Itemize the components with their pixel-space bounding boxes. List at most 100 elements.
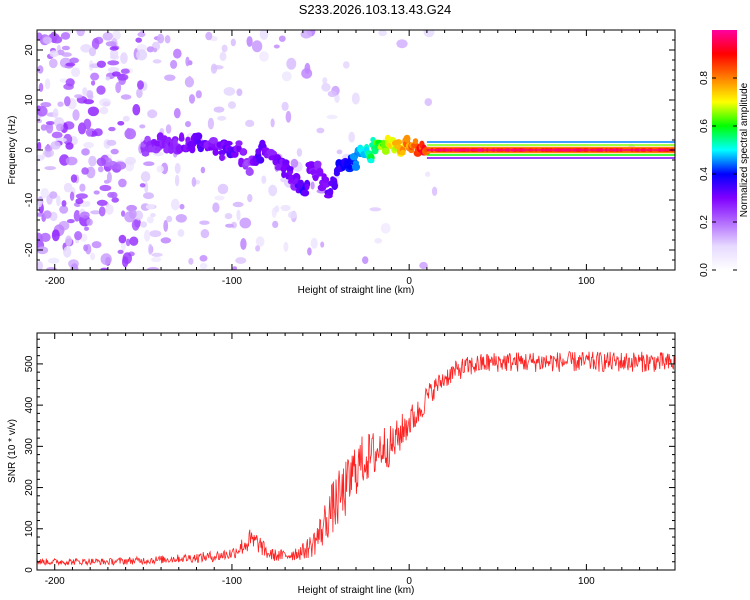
spectrogram-noise-cell [165,124,172,134]
spectrogram-noise-cell [140,171,151,182]
spectrogram-ytick-label: -10 [24,192,35,207]
spectrogram-noise-cell [86,218,93,226]
spectrogram-noise-cell [110,148,119,155]
snr-panel: -200 -100 0 100 0 100 200 300 400 500 Height of … [7,332,676,596]
spectrogram-ridge-cell [346,164,353,170]
spectrogram-noise-cell [255,236,265,247]
spectrogram-noise-cell [100,253,112,266]
spectrogram-noise-cell [67,219,75,224]
spectrogram-noise-cell [81,167,89,175]
spectrogram-ridge-cell [286,166,294,172]
spectrogram-noise-cell [212,202,220,213]
spectrogram-noise-cell [61,45,70,51]
spectrogram-noise-cell [281,101,289,111]
spectrogram-ridge-cell [300,189,310,197]
spectrogram-noise-cell [170,59,178,69]
spectrogram-ridge-cell [304,183,310,190]
spectrogram-noise-cell [174,174,180,187]
spectrogram-noise-cell [48,257,60,264]
spectrogram-noise-cell [83,244,88,252]
spectrogram-ridge-cell [323,176,330,183]
spectrogram-noise-cell [236,209,241,221]
spectrogram-ridge-cell [367,158,375,164]
spectrogram-noise-cell [64,96,71,107]
figure-title: S233.2026.103.13.43.G24 [299,2,452,17]
spectrogram-noise-cell [96,199,108,206]
spectrogram-noise-cell [126,127,131,139]
spectrogram-noise-cell [301,68,313,79]
spectrogram-ridge-cell [327,189,334,197]
spectrogram-noise-cell [136,49,148,61]
spectrogram-noise-cell [71,67,81,77]
spectrogram-noise-cell [131,219,140,231]
spectrogram-noise-cell [69,57,79,64]
spectrogram-ridge-cell [259,139,266,147]
spectrogram-noise-cell [251,40,263,53]
spectrogram-noise-cell [72,109,80,121]
spectrogram-noise-cell [185,121,191,128]
spectrogram-noise-cell [37,118,42,124]
spectrogram-noise-cell [148,243,153,255]
spectrogram-ridge-cell [212,148,219,156]
spectrogram-noise-cell [43,148,55,158]
spectrogram-noise-cell [51,131,63,139]
spectrogram-noise-cell [120,52,128,64]
spectrogram-noise-cell [91,241,102,249]
spectrogram-noise-cell [278,35,286,42]
colorbar-tick-label: 0.6 [699,119,710,133]
spectrogram-noise-cell [228,101,236,109]
colorbar-tick-label: 0.0 [699,263,710,277]
spectrogram-noise-cell [106,139,117,146]
snr-ytick-label: 100 [24,520,35,537]
spectrogram-noise-cell [283,241,289,252]
spectrogram-noise-cell [96,157,107,167]
spectrogram-noise-cell [139,124,146,129]
spectrogram-noise-cell [334,93,340,103]
spectrogram-noise-cell [288,211,297,219]
spectrogram-noise-cell [316,127,325,134]
spectrogram-noise-cell [107,60,120,66]
spectrogram-noise-cell [396,39,408,49]
spectrogram-noise-cell [90,252,96,261]
spectrogram-noise-cell [151,256,162,263]
spectrogram-ytick-label: 10 [24,94,35,106]
spectrogram-noise-cell [40,232,51,242]
spectrogram-noise-cell [149,230,162,238]
spectrogram-noise-cell [88,155,97,167]
spectrogram-noise-cell [235,257,247,264]
snr-x-axis-label: Height of straight line (km) [298,585,415,596]
spectrogram-noise-cell [37,32,43,41]
spectrogram-noise-cell [240,238,247,250]
spectrogram-noise-cell [217,115,227,121]
spectrogram-noise-cell [80,211,90,219]
colorbar: 0.0 0.2 0.4 0.6 0.8 Normalized spectral ampl… [699,30,750,277]
spectrogram-noise-cell [56,195,61,207]
spectrogram-noise-cell [49,58,58,69]
spectrogram-noise-cell [37,65,44,74]
spectrogram-ridge-cell [240,148,247,155]
spectrogram-noise-cell [112,30,121,40]
spectrogram-noise-cell [96,60,106,68]
spectrogram-noise-cell [63,133,73,145]
spectrogram-noise-cell [160,237,171,244]
spectrogram-noise-cell [99,184,112,192]
spectrogram-ridge-cell [312,175,319,182]
spectrogram-noise-cell [419,261,428,270]
spectrogram-noise-cell [110,48,119,60]
spectrogram-amplitude-field [37,30,675,270]
spectrogram-noise-cell [105,41,117,47]
spectrogram-noise-cell [217,183,229,195]
spectrogram-noise-cell [245,119,255,127]
spectrogram-noise-cell [327,90,337,98]
spectrogram-noise-cell [224,213,233,220]
spectrogram-ridge-cell [331,181,339,191]
spectrogram-noise-cell [107,67,120,73]
snr-x-axis: -200 -100 0 100 [36,333,676,587]
spectrogram-noise-cell [118,234,127,244]
spectrogram-noise-cell [144,182,149,193]
snr-ytick-label: 0 [24,567,35,573]
spectrogram-noise-cell [120,68,130,74]
spectrogram-noise-cell [70,174,78,183]
